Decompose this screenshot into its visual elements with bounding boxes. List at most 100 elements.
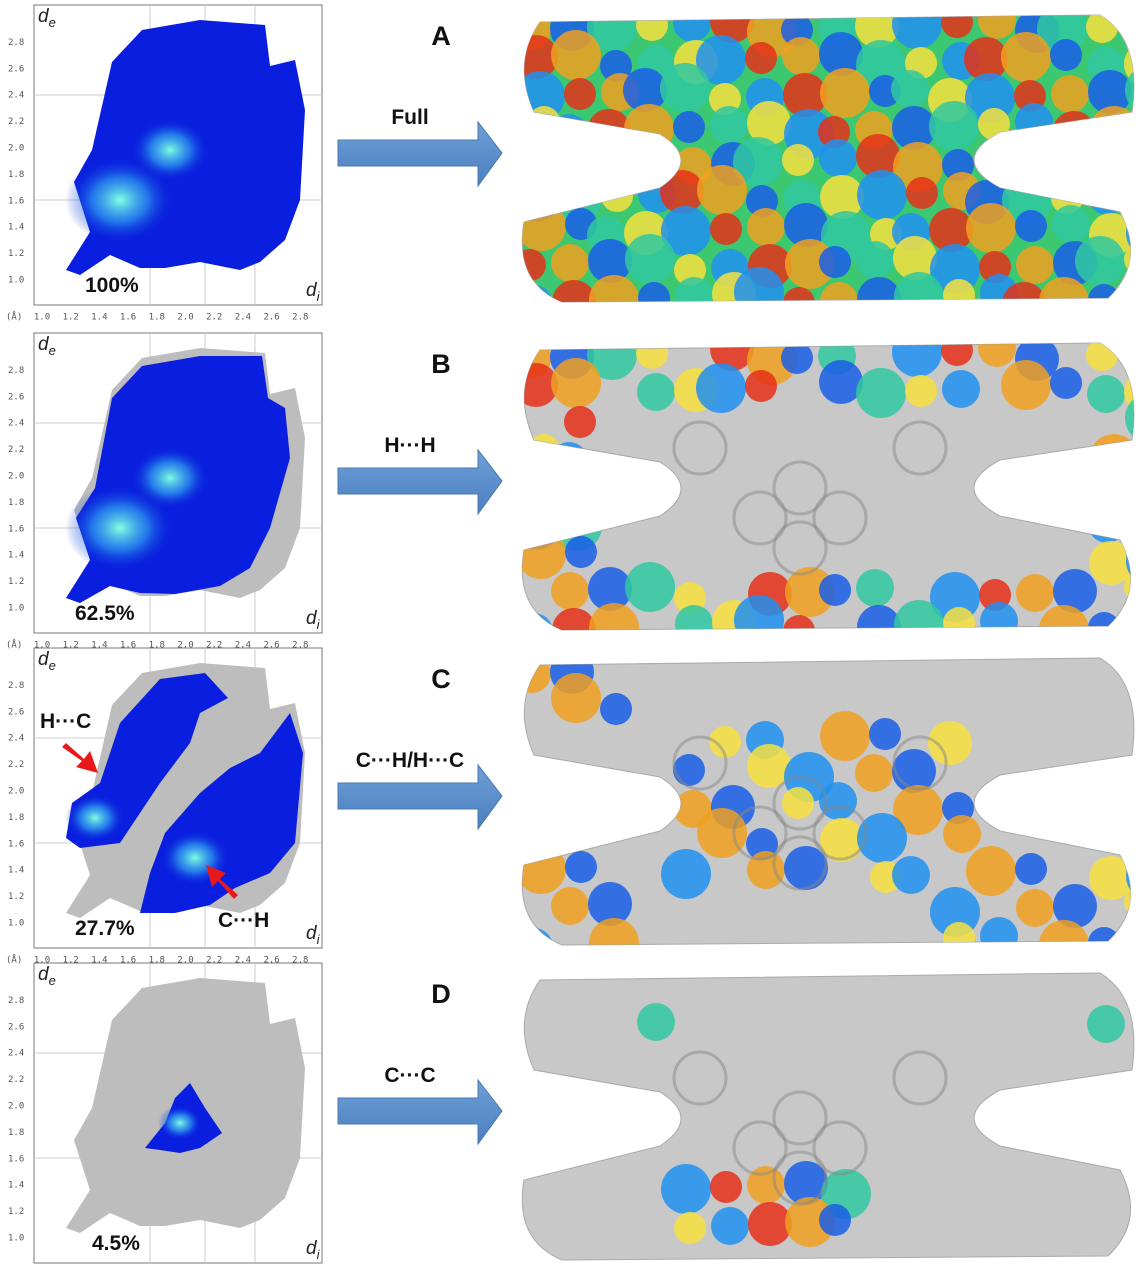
panel-letter: B [431, 349, 451, 379]
percentage: 27.7% [75, 917, 135, 940]
surface-spot [601, 180, 633, 212]
surface-spot [906, 177, 938, 209]
surface-spot [966, 203, 1016, 253]
y-tick-label: 2.2 [8, 1075, 24, 1085]
arrow [338, 122, 502, 186]
surface-spot [943, 922, 975, 954]
y-tick-label: 2.0 [8, 787, 24, 797]
x-tick-label: 2.2 [206, 313, 222, 323]
y-tick-label: 1.2 [8, 1207, 24, 1217]
x-tick-label: 2.8 [292, 313, 308, 323]
y-tick-label: 2.2 [8, 117, 24, 127]
surface-spot [980, 602, 1018, 640]
percentage: 62.5% [75, 602, 135, 625]
axis-unit: (Å) [6, 639, 22, 651]
surface-spot [1052, 205, 1090, 243]
surface-spot [1125, 279, 1143, 317]
y-tick-label: 1.8 [8, 1128, 24, 1138]
surface-spot [857, 170, 907, 220]
surface-spot [710, 106, 748, 144]
surface-spot [675, 277, 713, 315]
surface-spot [674, 1212, 706, 1244]
y-tick-label: 1.6 [8, 839, 24, 849]
surface-spot [819, 1204, 851, 1236]
y-tick-label: 1.8 [8, 498, 24, 508]
y-tick-label: 1.6 [8, 196, 24, 206]
surface-spot [637, 1003, 675, 1041]
surface-spot [820, 68, 870, 118]
y-tick-label: 1.8 [8, 170, 24, 180]
surface-spot [696, 363, 746, 413]
surface-spot [1087, 1005, 1125, 1043]
panel: 1.01.01.21.21.41.41.61.61.81.82.02.02.22… [6, 0, 1143, 327]
surface-spot [660, 63, 710, 113]
panel: 1.01.01.21.21.41.41.61.61.81.82.02.02.22… [6, 963, 1134, 1266]
surface-spot [515, 613, 553, 651]
surface-spot [980, 917, 1018, 955]
surface-spot [637, 373, 675, 411]
surface-spot [745, 42, 777, 74]
surface-spot [1124, 149, 1143, 187]
surface-spot [1123, 441, 1143, 473]
y-tick-label: 2.2 [8, 760, 24, 770]
surface-spot [1038, 134, 1088, 184]
axis-unit: (Å) [6, 954, 22, 966]
surface-spot [929, 101, 979, 151]
surface-spot [550, 442, 588, 480]
y-tick-label: 1.4 [8, 1181, 24, 1191]
surface-spot [855, 754, 893, 792]
surface-spot [1015, 103, 1053, 141]
surface-spot [675, 605, 713, 643]
surface-spot [636, 9, 668, 41]
surface-spot [1088, 927, 1120, 959]
surface-spot [551, 137, 595, 181]
x-tick-label: 1.6 [120, 313, 136, 323]
surface-spot [564, 406, 596, 438]
surface-spot [1087, 375, 1125, 413]
surface-spot [1001, 360, 1051, 410]
y-tick-label: 1.8 [8, 813, 24, 823]
surface-spot [673, 4, 711, 42]
surface-spot [673, 754, 705, 786]
y-tick-label: 2.8 [8, 38, 24, 48]
surface-spot [515, 285, 553, 323]
surface-spot [943, 279, 975, 311]
surface-spot [625, 234, 675, 284]
panel-letter: D [431, 979, 451, 1009]
y-tick-label: 1.4 [8, 866, 24, 876]
surface-spot [856, 569, 894, 607]
surface-spot [515, 928, 553, 966]
y-tick-label: 1.6 [8, 524, 24, 534]
surface-spot [516, 529, 566, 579]
surface-spot [783, 287, 815, 319]
density-glow [130, 446, 210, 510]
surface-spot [783, 615, 815, 647]
x-tick-label: 1.2 [63, 313, 79, 323]
surface-spot [891, 70, 929, 108]
surface-spot [710, 213, 742, 245]
surface-spot [514, 470, 552, 508]
x-tick-label: 1.4 [91, 313, 107, 323]
surface-spot [1050, 39, 1082, 71]
surface-spot [892, 856, 930, 894]
x-tick-label: 1.8 [149, 313, 165, 323]
y-tick-label: 1.0 [8, 276, 24, 286]
surface-spot [942, 370, 980, 408]
surface-spot [636, 337, 668, 369]
surface-spot [894, 272, 944, 322]
surface-patches [513, 0, 1143, 327]
y-tick-label: 1.4 [8, 223, 24, 233]
density-glow [65, 794, 125, 842]
surface-spot [1125, 607, 1143, 645]
surface-spot [638, 282, 670, 314]
y-tick-label: 2.0 [8, 472, 24, 482]
surface-spot [551, 30, 601, 80]
x-tick-label: 2.0 [177, 313, 193, 323]
percentage: 4.5% [92, 1232, 140, 1255]
x-tick-label: 1.0 [34, 313, 50, 323]
surface-spot [589, 603, 639, 653]
surface-spot [673, 111, 705, 143]
surface-spot [1051, 75, 1089, 113]
surface-spot [514, 249, 546, 281]
surface-spot [588, 132, 638, 182]
